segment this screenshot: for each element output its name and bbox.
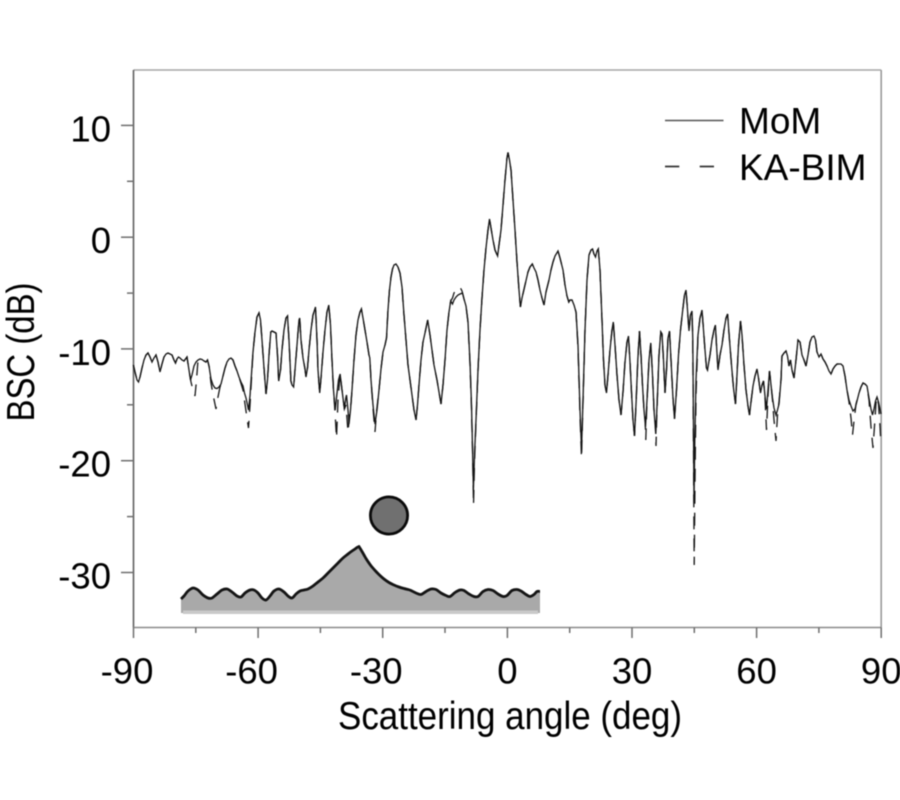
- svg-text:-90: -90: [101, 651, 154, 692]
- svg-text:MoM: MoM: [739, 101, 821, 142]
- svg-text:30: 30: [612, 651, 653, 692]
- svg-text:0: 0: [497, 651, 517, 692]
- svg-text:BSC (dB): BSC (dB): [0, 283, 43, 422]
- svg-text:10: 10: [70, 108, 111, 149]
- svg-text:KA-BIM: KA-BIM: [739, 147, 866, 188]
- svg-text:-10: -10: [58, 332, 111, 373]
- svg-text:Scattering angle (deg): Scattering angle (deg): [338, 695, 682, 738]
- svg-text:-60: -60: [225, 651, 278, 692]
- svg-text:-30: -30: [350, 651, 403, 692]
- svg-text:60: 60: [736, 651, 777, 692]
- svg-text:-20: -20: [58, 444, 111, 485]
- svg-text:-30: -30: [58, 556, 111, 597]
- svg-text:0: 0: [91, 220, 111, 261]
- svg-text:90: 90: [861, 651, 900, 692]
